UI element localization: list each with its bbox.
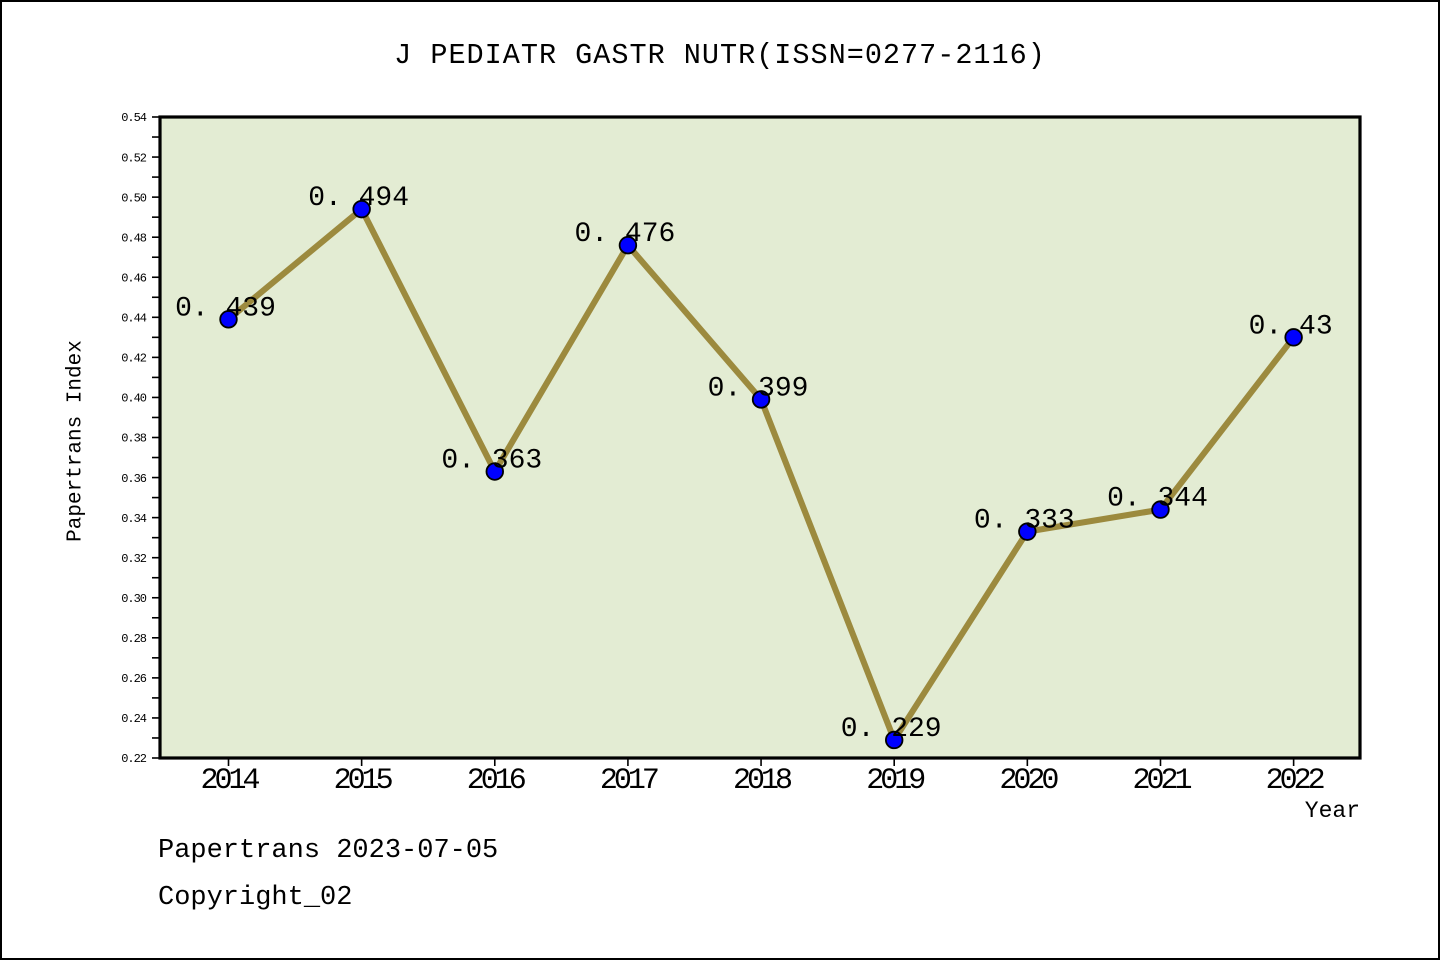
svg-text:0.34: 0.34	[121, 512, 147, 526]
svg-text:0.44: 0.44	[121, 312, 147, 326]
svg-text:0. 439: 0. 439	[175, 293, 276, 324]
svg-text:2015: 2015	[334, 764, 393, 798]
svg-text:0.50: 0.50	[121, 191, 147, 205]
svg-text:2018: 2018	[733, 764, 792, 798]
svg-text:0.54: 0.54	[121, 111, 147, 125]
svg-text:0. 229: 0. 229	[841, 714, 942, 745]
svg-text:0.30: 0.30	[121, 592, 147, 606]
svg-text:2017: 2017	[600, 764, 658, 798]
svg-text:2020: 2020	[999, 764, 1058, 798]
svg-text:0.40: 0.40	[121, 392, 147, 406]
svg-text:0. 344: 0. 344	[1107, 484, 1208, 515]
svg-text:0. 43: 0. 43	[1249, 311, 1333, 342]
svg-text:0.24: 0.24	[121, 712, 147, 726]
svg-text:0. 476: 0. 476	[575, 219, 676, 250]
svg-text:0.32: 0.32	[121, 552, 147, 566]
svg-text:0.38: 0.38	[121, 432, 147, 446]
svg-text:0.48: 0.48	[121, 231, 147, 245]
svg-text:0. 333: 0. 333	[974, 506, 1075, 537]
svg-text:0. 494: 0. 494	[308, 183, 409, 214]
svg-text:2019: 2019	[866, 764, 924, 798]
svg-text:0.46: 0.46	[121, 271, 147, 285]
svg-text:2021: 2021	[1132, 764, 1191, 798]
svg-text:0.22: 0.22	[121, 752, 147, 766]
svg-text:0.28: 0.28	[121, 632, 147, 646]
svg-text:0.52: 0.52	[121, 151, 147, 165]
svg-text:0. 399: 0. 399	[708, 373, 809, 404]
svg-text:0. 363: 0. 363	[441, 446, 542, 477]
svg-text:0.36: 0.36	[121, 472, 147, 486]
svg-text:0.42: 0.42	[121, 352, 147, 366]
svg-text:2014: 2014	[200, 764, 259, 798]
svg-text:0.26: 0.26	[121, 672, 147, 686]
svg-text:2022: 2022	[1266, 764, 1324, 798]
svg-text:2016: 2016	[467, 764, 526, 798]
